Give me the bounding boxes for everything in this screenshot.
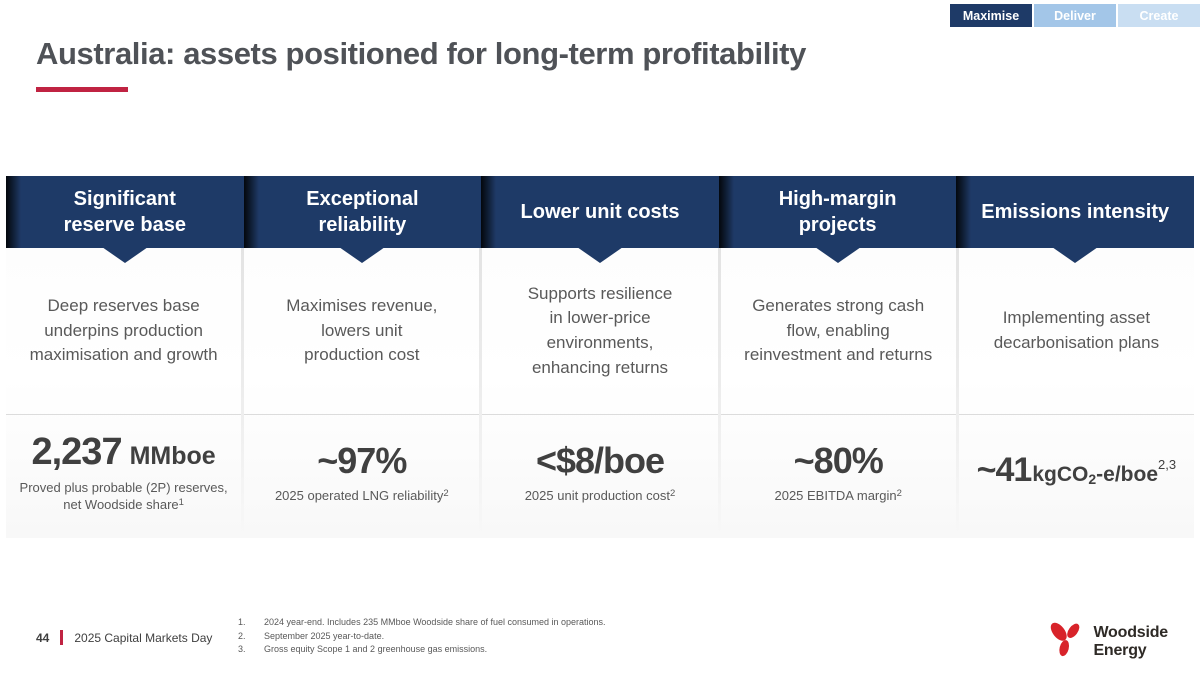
column-body-significant-reserve-base: Deep reserves base underpins production … xyxy=(6,248,242,538)
stat-caption: 2025 EBITDA margin2 xyxy=(774,487,901,505)
column-header-label: Emissions intensity xyxy=(981,201,1170,223)
footnote-number: 2. xyxy=(238,630,246,641)
woodside-energy-logo: Woodside Energy xyxy=(1046,618,1168,665)
column-stat: ~80% 2025 EBITDA margin2 xyxy=(721,415,956,538)
column-header-label: Exceptional reliability xyxy=(306,188,419,236)
page-number: 44 xyxy=(36,630,50,645)
column-description: Deep reserves base underpins production … xyxy=(29,296,218,365)
footnote-number: 3. xyxy=(238,644,246,654)
column-header-significant-reserve-base: Significant reserve base xyxy=(6,176,244,263)
tab-maximise[interactable]: Maximise xyxy=(950,4,1032,27)
stat-caption-superscript: 1 xyxy=(178,497,184,509)
stat-caption-superscript: 2 xyxy=(443,488,449,500)
footnote-number: 1. xyxy=(238,617,246,627)
stat-value-line: ~80% xyxy=(793,440,884,482)
column-header-label: High-margin projects xyxy=(778,188,897,236)
page-title: Australia: assets positioned for long-te… xyxy=(36,36,806,71)
column-stat: ~97% 2025 operated LNG reliability2 xyxy=(244,415,479,538)
footnote-text: Gross equity Scope 1 and 2 greenhouse ga… xyxy=(264,644,488,654)
stat-value-line: 2,237 MMboe xyxy=(31,431,215,474)
stat-unit: MMboe xyxy=(129,441,216,470)
footnote-row: 1. 2024 year-end. Includes 235 MMboe Woo… xyxy=(238,616,606,630)
column-divider xyxy=(482,414,718,415)
stat-value: ~80% xyxy=(793,440,884,482)
tab-create[interactable]: Create xyxy=(1118,4,1200,27)
section-tabs: Maximise Deliver Create xyxy=(950,4,1200,27)
event-name: 2025 Capital Markets Day xyxy=(74,630,213,645)
column-divider xyxy=(720,414,956,415)
stat-caption-text: 2025 operated LNG reliability xyxy=(274,488,444,504)
column-divider xyxy=(958,414,1194,415)
arrow-down-icon xyxy=(1052,247,1099,263)
column-header-band: Significant reserve base Exceptional rel… xyxy=(6,176,1194,263)
column-body-emissions-intensity: Implementing asset decarbonisation plans… xyxy=(958,248,1194,538)
stat-value-line: ~41kgCO2-e/boe2,3 xyxy=(977,451,1176,490)
stat-caption: Proved plus probable (2P) reserves, net … xyxy=(20,479,228,514)
tab-deliver[interactable]: Deliver xyxy=(1034,4,1116,27)
stat-value-line: <$8/boe xyxy=(535,440,665,482)
title-underline xyxy=(36,87,128,92)
woodside-flame-icon xyxy=(1046,618,1086,665)
footnotes: 1. 2024 year-end. Includes 235 MMboe Woo… xyxy=(238,616,606,657)
column-header-lower-unit-costs: Lower unit costs xyxy=(481,176,719,263)
footer-divider-bar xyxy=(60,630,64,645)
column-divider xyxy=(6,414,242,415)
stat-caption: 2025 operated LNG reliability2 xyxy=(275,487,449,505)
arrow-down-icon xyxy=(814,247,861,263)
column-body-lower-unit-costs: Supports resilience in lower-price envir… xyxy=(482,248,718,538)
column-description: Maximises revenue, lowers unit productio… xyxy=(286,296,438,365)
column-header-label: Significant reserve base xyxy=(63,188,186,236)
footnote-row: 3. Gross equity Scope 1 and 2 greenhouse… xyxy=(238,643,606,657)
column-description: Generates strong cash flow, enabling rei… xyxy=(744,296,933,365)
stat-value: 2,237 xyxy=(31,430,122,473)
column-header-label: Lower unit costs xyxy=(520,201,680,223)
stat-value-line: ~97% xyxy=(317,440,407,482)
stat-superscript: 2,3 xyxy=(1158,456,1177,472)
stat-caption-superscript: 2 xyxy=(669,488,676,500)
page-footer: 44 2025 Capital Markets Day xyxy=(36,630,212,645)
stat-unit-subscript: 2 xyxy=(1088,470,1097,487)
footnote-text: 2024 year-end. Includes 235 MMboe Woodsi… xyxy=(264,617,606,627)
arrow-down-icon xyxy=(576,247,623,263)
stat-caption-text: 2025 unit production cost xyxy=(524,488,670,504)
footnote-text: September 2025 year-to-date. xyxy=(264,630,385,641)
column-body-high-margin-projects: Generates strong cash flow, enabling rei… xyxy=(720,248,956,538)
stat-caption-text: Proved plus probable (2P) reserves, net … xyxy=(19,479,228,513)
column-description: Supports resilience in lower-price envir… xyxy=(527,283,673,377)
arrow-down-icon xyxy=(339,247,386,263)
stat-unit-suffix: -e/boe xyxy=(1096,462,1159,486)
stat-value: ~41 xyxy=(976,450,1033,489)
column-description: Implementing asset decarbonisation plans xyxy=(993,308,1160,352)
column-stat: 2,237 MMboe Proved plus probable (2P) res… xyxy=(6,415,241,538)
column-header-high-margin-projects: High-margin projects xyxy=(718,176,957,263)
column-header-emissions-intensity: Emissions intensity xyxy=(956,176,1194,263)
column-divider xyxy=(244,414,480,415)
column-stat: ~41kgCO2-e/boe2,3 xyxy=(959,415,1194,538)
stat-unit: kgCO xyxy=(1032,462,1089,486)
column-body-exceptional-reliability: Maximises revenue, lowers unit productio… xyxy=(244,248,480,538)
logo-line1: Woodside xyxy=(1093,624,1168,642)
column-bodies: Deep reserves base underpins production … xyxy=(6,248,1194,538)
stat-value: <$8/boe xyxy=(535,440,665,482)
logo-line2: Energy xyxy=(1093,641,1147,659)
stat-caption: 2025 unit production cost2 xyxy=(525,487,676,505)
stat-value: ~97% xyxy=(317,440,407,482)
column-header-exceptional-reliability: Exceptional reliability xyxy=(243,176,482,263)
column-stat: <$8/boe 2025 unit production cost2 xyxy=(482,415,717,538)
arrow-down-icon xyxy=(101,247,148,263)
stat-caption-superscript: 2 xyxy=(896,488,902,500)
logo-wordmark: Woodside Energy xyxy=(1093,624,1168,659)
stat-caption-text: 2025 EBITDA margin xyxy=(774,488,897,504)
footnote-row: 2. September 2025 year-to-date. xyxy=(238,630,606,644)
